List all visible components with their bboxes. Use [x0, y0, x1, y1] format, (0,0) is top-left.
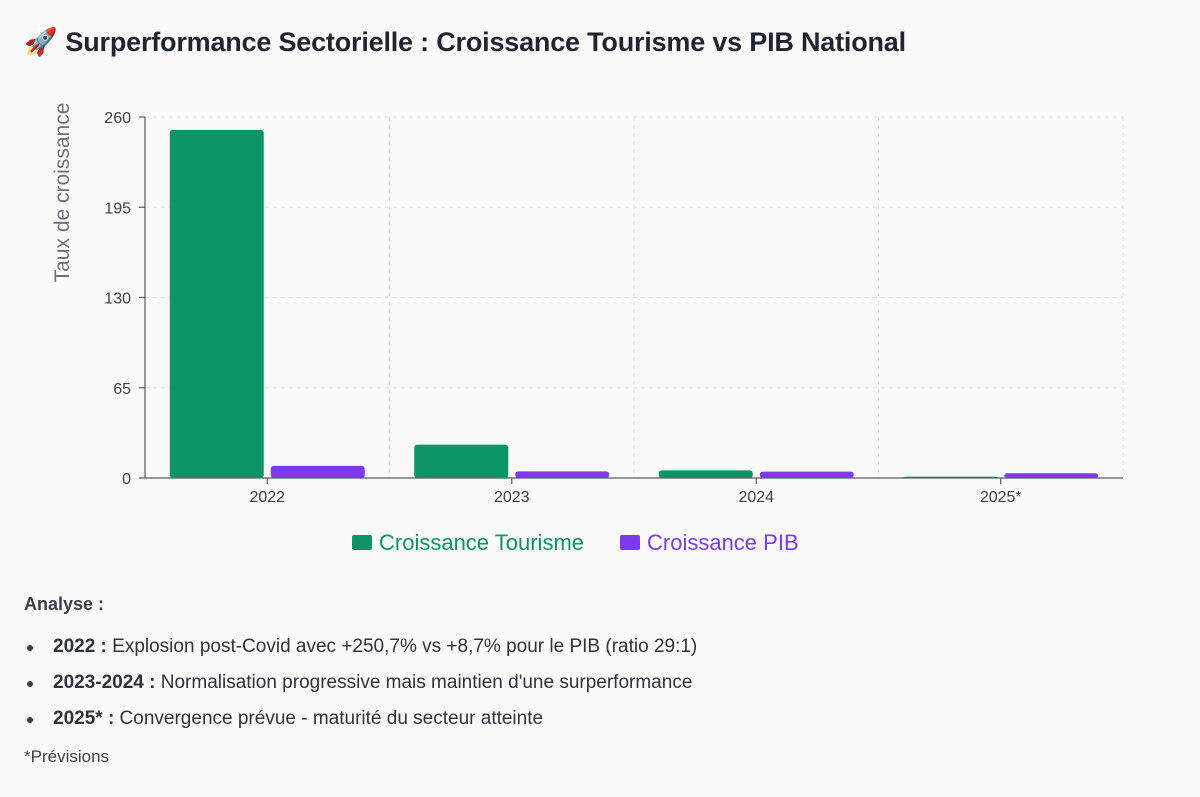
chart-title: 🚀 Surperformance Sectorielle : Croissance… — [24, 26, 906, 58]
analysis-item: 2023-2024 : Normalisation progressive ma… — [24, 665, 1174, 701]
footnote: *Prévisions — [24, 747, 110, 766]
legend: Croissance Tourisme Croissance PIB — [352, 530, 799, 555]
bar-tourisme — [414, 444, 509, 478]
chart-title-text: Surperformance Sectorielle : Croissance … — [65, 27, 906, 57]
analysis-item-text: Explosion post-Covid avec +250,7% vs +8,… — [106, 636, 698, 657]
bar-chart: 0 65 130 195 260 Taux de croissance 2022 2023 20… — [51, 103, 1124, 555]
bar-tourisme — [903, 476, 998, 478]
analysis-list: 2022 : Explosion post-Covid avec +250,7%… — [24, 629, 1174, 737]
y-tick-label: 0 — [122, 471, 131, 488]
analysis-item-text: Normalisation progressive mais maintien … — [155, 672, 693, 693]
bars — [169, 129, 1099, 478]
bar-tourisme — [658, 470, 753, 478]
bar-pib — [515, 471, 610, 478]
legend-item[interactable]: Croissance PIB — [620, 530, 799, 555]
analysis-item-lead: 2025* : — [53, 708, 115, 729]
axis-labels: 0 65 130 195 260 Taux de croissance 2022 2023 20… — [51, 103, 1022, 506]
bar-pib — [759, 471, 854, 478]
bullet-icon — [27, 645, 33, 651]
x-tick-label: 2024 — [738, 489, 774, 506]
grid-lines — [145, 116, 1124, 478]
legend-label: Croissance PIB — [647, 530, 799, 555]
bar-pib — [270, 465, 365, 478]
legend-item[interactable]: Croissance Tourisme — [352, 530, 584, 555]
analysis-item: 2025* : Convergence prévue - maturité du… — [24, 701, 1174, 737]
analysis-item: 2022 : Explosion post-Covid avec +250,7%… — [24, 629, 1174, 665]
legend-label: Croissance Tourisme — [379, 530, 584, 555]
y-tick-label: 65 — [113, 381, 131, 398]
analysis-item-text: Convergence prévue - maturité du secteur… — [114, 708, 544, 729]
analysis-item-lead: 2022 : — [53, 636, 107, 657]
bullet-icon — [27, 717, 33, 723]
bar-tourisme — [169, 129, 264, 478]
bullet-icon — [27, 681, 33, 687]
rocket-icon: 🚀 — [24, 27, 58, 58]
analysis-section: Analyse : 2022 : Explosion post-Covid av… — [24, 594, 1174, 767]
x-tick-label: 2025* — [980, 489, 1022, 506]
y-tick-label: 260 — [104, 110, 131, 127]
legend-swatch — [620, 535, 640, 550]
axes — [139, 116, 1123, 484]
x-tick-label: 2022 — [249, 489, 285, 506]
legend-swatch — [352, 535, 372, 550]
y-tick-label: 195 — [104, 200, 131, 217]
x-tick-label: 2023 — [494, 489, 530, 506]
analysis-heading: Analyse : — [24, 594, 105, 614]
analysis-item-lead: 2023-2024 : — [53, 672, 156, 693]
y-tick-label: 130 — [104, 291, 131, 308]
y-axis-title: Taux de croissance — [51, 103, 74, 283]
bar-pib — [1004, 473, 1099, 478]
